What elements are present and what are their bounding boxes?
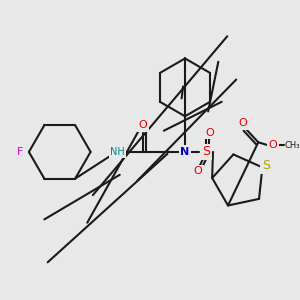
Text: N: N <box>180 147 190 157</box>
Text: S: S <box>262 159 270 172</box>
Text: O: O <box>138 120 147 130</box>
Text: O: O <box>206 128 214 138</box>
Text: NH: NH <box>110 147 125 157</box>
Text: S: S <box>202 146 210 158</box>
Text: F: F <box>17 147 23 157</box>
Text: CH₃: CH₃ <box>284 141 300 150</box>
Text: O: O <box>193 166 202 176</box>
Text: O: O <box>238 118 247 128</box>
Text: O: O <box>268 140 277 150</box>
